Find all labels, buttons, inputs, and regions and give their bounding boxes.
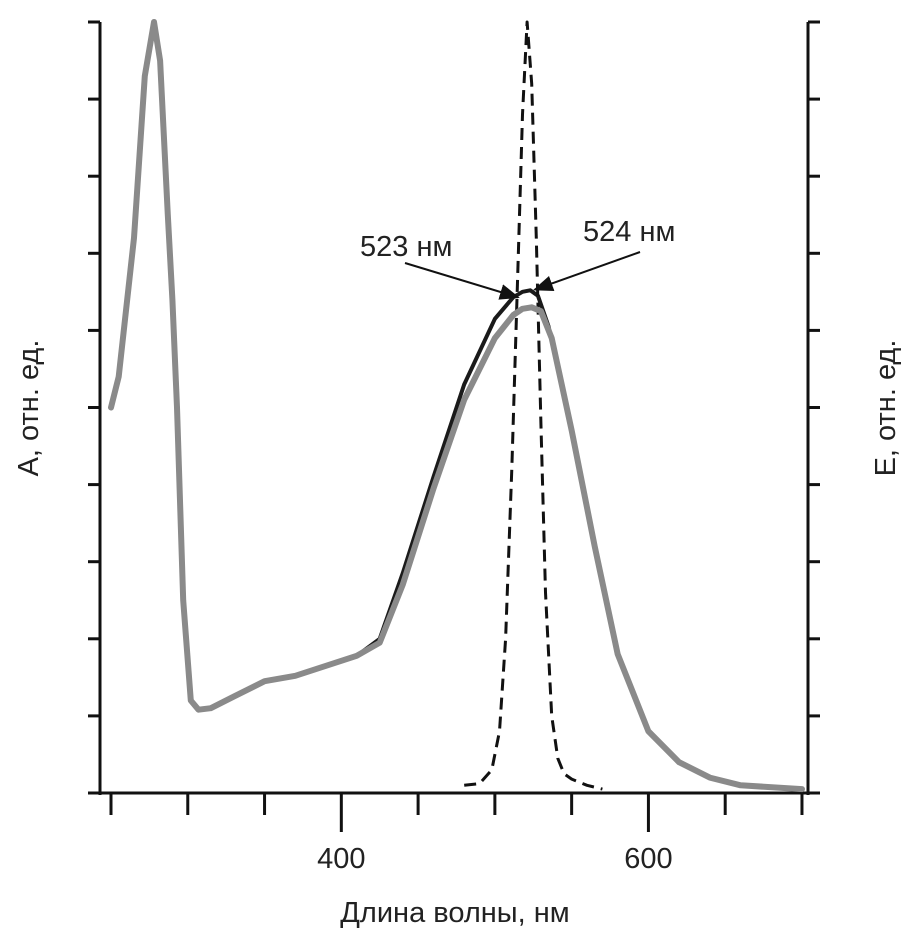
y-axis-label-right: Е, отн. ед. [870,340,902,477]
annotation-arrow [404,262,520,300]
x-tick-label: 400 [317,843,365,875]
annotation-arrow [532,251,641,292]
x-tick-label: 600 [624,843,672,875]
y-axis-label-left: А, отн. ед. [13,340,45,477]
series-absorbance-black [109,20,804,792]
axes [98,22,810,795]
series-emission-dashed [464,20,603,791]
x-axis-label: Длина волны, нм [340,897,569,929]
series-absorbance-gray [108,19,805,793]
annotation-label-523: 523 нм [360,231,452,263]
annotation-label-524: 524 нм [583,216,675,248]
